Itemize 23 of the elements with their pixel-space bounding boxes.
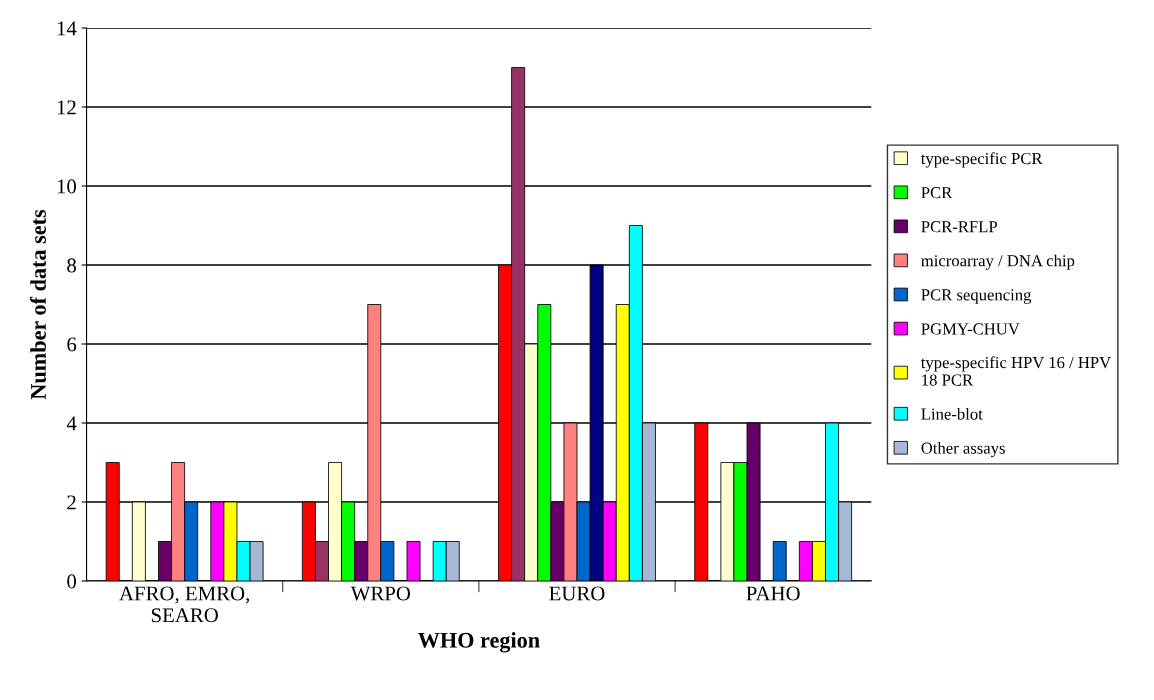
y-tick-label: 2	[67, 495, 76, 510]
y-axis-title: Number of data sets	[30, 209, 46, 400]
legend-label: type-specific HPV 16 / HPV 18 PCR	[920, 356, 1112, 386]
legend-label: microarray / DNA chip	[921, 254, 1075, 270]
legend-label: PCR	[921, 187, 953, 199]
y-tick-label: 10	[57, 179, 77, 194]
x-tick-label: EURO	[549, 586, 605, 601]
y-tick-label: 14	[57, 21, 77, 36]
legend-label: Line-blot	[921, 407, 983, 420]
x-tick-label: WRPO	[350, 586, 411, 601]
y-tick-label: 12	[57, 100, 76, 115]
y-tick-label: 4	[66, 416, 77, 431]
y-tick-label: 0	[67, 574, 77, 589]
x-tick-label: PAHO	[746, 586, 800, 601]
legend-label: PCR-RFLP	[921, 221, 997, 233]
x-axis-title: WHO region	[418, 632, 540, 653]
legend-label: PGMY-CHUV	[921, 323, 1020, 335]
y-tick-label: 6	[67, 337, 77, 352]
legend-label: Other assays	[921, 442, 1005, 458]
y-tick-label: 8	[67, 258, 77, 273]
legend-label: PCR sequencing	[921, 289, 1032, 304]
x-tick-label: AFRO, EMRO, SEARO	[119, 586, 250, 623]
legend-label: type-specific PCR	[920, 152, 1043, 168]
